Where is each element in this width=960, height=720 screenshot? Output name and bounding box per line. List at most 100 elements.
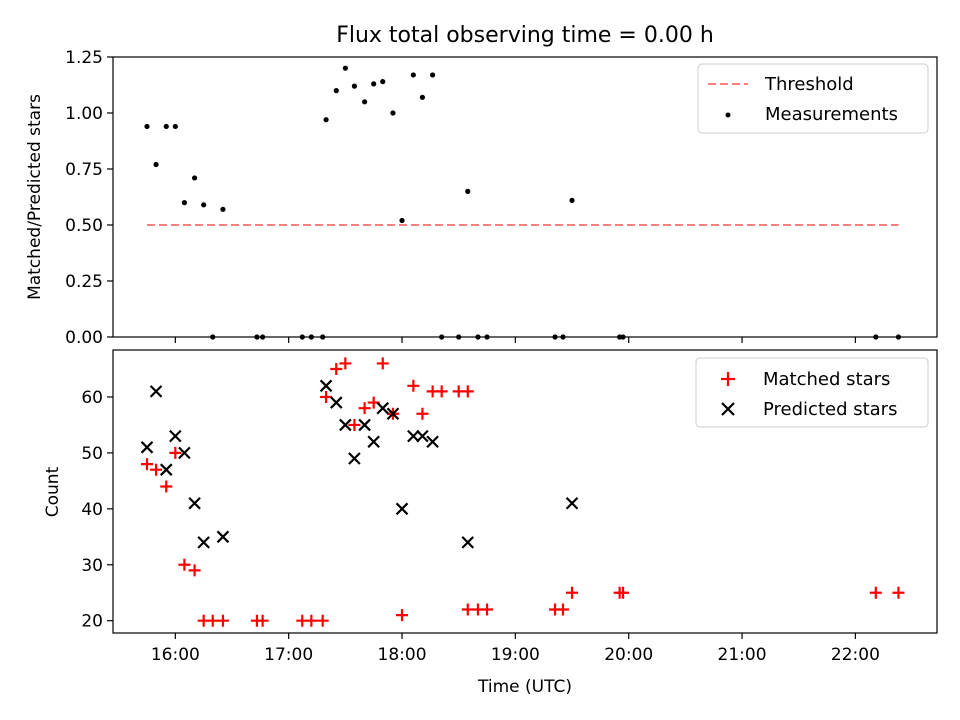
predicted-star-point	[358, 418, 371, 432]
bottom-x-tick-label: 21:00	[718, 645, 767, 665]
matched-star-point	[316, 614, 329, 627]
matched-star-point	[869, 586, 882, 599]
measurement-point	[181, 200, 188, 206]
predicted-star-point	[339, 418, 352, 432]
measurement-point	[371, 81, 377, 87]
predicted-star-point	[178, 446, 191, 460]
bottom-panel: Count Time (UTC) 20 30 40 50 60 16:00 17:00 18:…	[43, 349, 938, 697]
predicted-star-point	[169, 429, 182, 443]
measurement-point	[333, 88, 339, 94]
bottom-x-axis-label: Time (UTC)	[477, 677, 572, 697]
predicted-star-point	[367, 435, 380, 449]
predicted-star-point	[330, 396, 343, 409]
bottom-x-tick: 18:00	[378, 633, 427, 665]
top-y-tick: 0.50	[65, 216, 113, 236]
matched-star-point	[407, 379, 420, 392]
bottom-x-tick: 16:00	[151, 633, 200, 665]
matched-star-point	[188, 564, 201, 577]
predicted-star-point	[565, 496, 579, 510]
bottom-x-tick-label: 20:00	[604, 645, 653, 665]
top-y-tick-label: 0.50	[65, 216, 103, 236]
top-y-tick: 0.00	[65, 328, 113, 348]
top-legend-box	[697, 63, 929, 134]
top-y-axis-label: Matched/Predicted stars	[25, 94, 45, 300]
matched-star-point	[305, 614, 318, 627]
matched-star-point	[358, 402, 371, 415]
bottom-x-tick: 17:00	[264, 633, 313, 665]
bottom-y-tick-label: 40	[81, 500, 103, 520]
matched-star-point	[461, 385, 474, 398]
matched-star-point	[256, 614, 269, 627]
matched-star-point	[169, 446, 182, 459]
bottom-x-tick: 19:00	[491, 633, 540, 665]
measurement-point	[342, 65, 348, 71]
measurement-point	[351, 83, 358, 89]
predicted-star-point	[149, 385, 163, 398]
measurement-point	[172, 123, 178, 130]
predicted-star-point	[426, 435, 439, 449]
measurement-point	[419, 94, 426, 100]
bottom-x-tick-label: 18:00	[378, 645, 427, 665]
top-y-tick-label: 0.75	[65, 160, 103, 180]
matched-star-point	[892, 586, 905, 599]
measurement-point	[323, 117, 329, 123]
matched-star-point	[320, 390, 333, 403]
matched-star-point	[435, 385, 448, 398]
bottom-y-tick: 20	[81, 612, 113, 632]
matched-star-point	[339, 357, 352, 370]
legend-predicted-swatch	[721, 402, 735, 416]
matched-star-point	[556, 603, 569, 616]
matched-star-point	[416, 407, 429, 420]
bottom-y-tick-label: 30	[81, 556, 103, 576]
predicted-star-point	[386, 407, 400, 421]
bottom-y-tick-label: 50	[81, 444, 103, 464]
matched-star-point	[348, 418, 361, 431]
matched-star-point	[216, 614, 229, 627]
predicted-star-point	[395, 502, 409, 516]
bottom-y-tick: 30	[81, 556, 113, 576]
predicted-star-point	[416, 429, 429, 443]
bottom-y-tick: 50	[81, 444, 113, 464]
predicted-star-point	[348, 452, 361, 465]
bottom-y-tick: 60	[81, 388, 113, 408]
measurement-point	[362, 99, 368, 105]
legend-threshold-label: Threshold	[764, 74, 854, 95]
legend-measurements-swatch	[725, 112, 731, 118]
legend-measurements-label: Measurements	[765, 104, 898, 125]
measurement-point	[163, 123, 169, 130]
top-legend: Threshold Measurements	[697, 63, 929, 134]
measurement-point	[220, 206, 226, 212]
top-axis-ticks: 0.00 0.25 0.50 0.75 1.00 1.25	[65, 48, 856, 348]
matched-star-point	[617, 586, 630, 599]
predicted-star-point	[197, 536, 210, 549]
bottom-legend-box	[695, 357, 929, 428]
top-panel: Flux total observing time = 0.00 h Match…	[25, 23, 938, 348]
bottom-x-tick: 21:00	[718, 633, 767, 665]
matched-star-point	[396, 609, 409, 622]
top-y-tick-label: 0.00	[65, 328, 103, 348]
bottom-x-tick-label: 22:00	[831, 645, 880, 665]
bottom-x-tick: 22:00	[831, 633, 880, 665]
legend-matched-swatch	[721, 372, 735, 386]
measurement-point	[390, 110, 396, 116]
measurement-point	[569, 197, 575, 203]
measurement-point	[465, 188, 471, 194]
matched-star-point	[206, 614, 219, 627]
legend-predicted-label: Predicted stars	[763, 399, 897, 420]
matched-star-point	[376, 357, 389, 370]
bottom-legend: Matched stars Predicted stars	[695, 357, 929, 428]
bottom-y-tick-label: 60	[81, 388, 103, 408]
top-y-tick: 1.25	[65, 48, 113, 68]
predicted-star-point	[140, 441, 154, 454]
matched-star-point	[461, 603, 474, 616]
top-y-tick: 1.00	[65, 104, 113, 124]
bottom-y-axis-label: Count	[43, 466, 63, 517]
predicted-star-point	[216, 530, 230, 544]
predicted-star-points	[140, 379, 579, 549]
measurement-point	[399, 217, 405, 224]
bottom-x-tick: 20:00	[604, 633, 653, 665]
matched-star-points	[141, 357, 905, 627]
bottom-y-tick: 40	[81, 500, 113, 520]
measurement-point	[380, 79, 386, 85]
